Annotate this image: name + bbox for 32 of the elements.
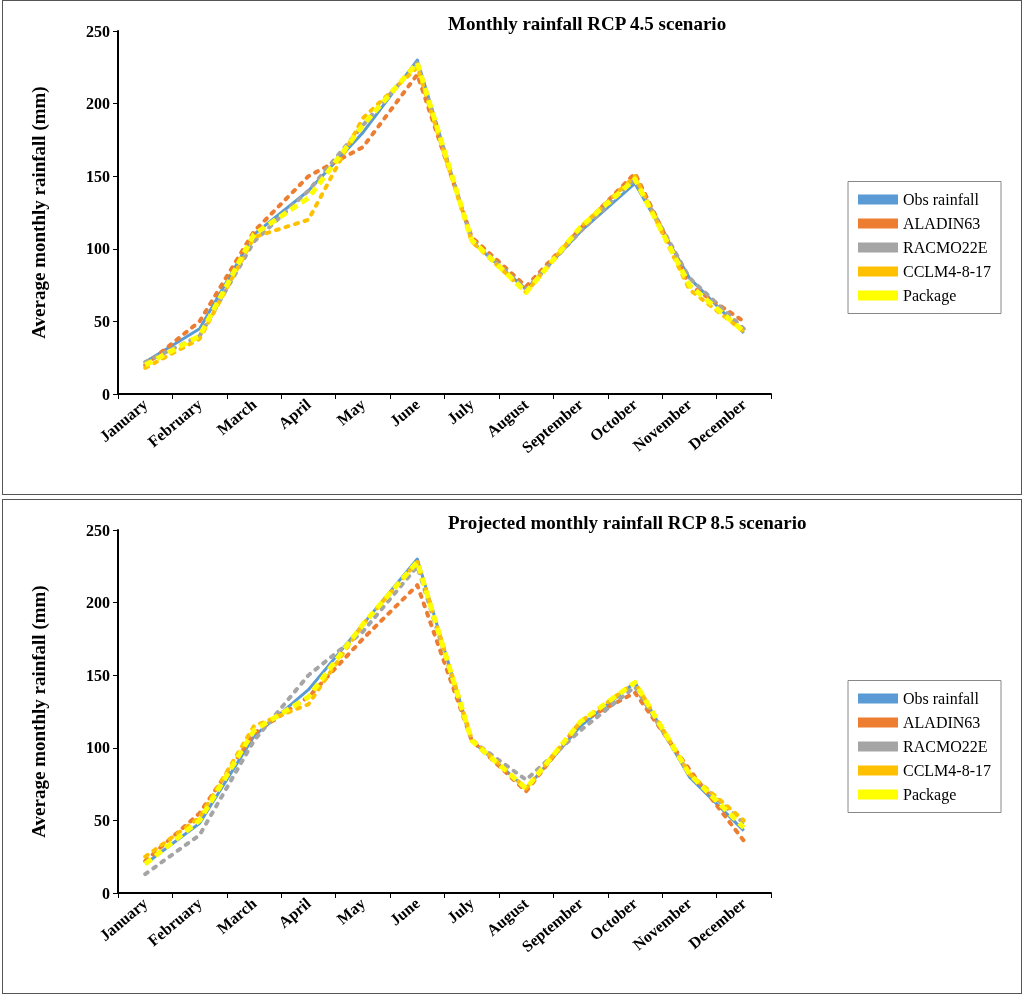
y-tick-label: 50 xyxy=(94,811,110,829)
y-tick-label: 150 xyxy=(86,167,110,185)
y-tick-label: 150 xyxy=(86,666,110,684)
y-tick-label: 250 xyxy=(86,22,110,40)
legend-label: CCLM4-8-17 xyxy=(903,762,991,779)
y-axis-title: Average monthly rainfall (mm) xyxy=(28,86,50,339)
y-axis-title: Average monthly rainfall (mm) xyxy=(28,585,50,838)
legend-label: ALADIN63 xyxy=(903,714,981,731)
x-tick-label: May xyxy=(333,395,369,430)
chart-title: Monthly rainfall RCP 4.5 scenario xyxy=(448,13,727,34)
x-tick-label: May xyxy=(333,894,369,929)
legend-label: RACMO22E xyxy=(903,738,988,755)
y-tick-label: 200 xyxy=(86,594,110,612)
legend-label: Package xyxy=(903,287,957,305)
legend-label: RACMO22E xyxy=(903,239,988,256)
y-tick-label: 250 xyxy=(86,521,110,539)
legend-label: Obs rainfall xyxy=(903,191,980,208)
y-tick-label: 100 xyxy=(86,240,110,258)
x-tick-label: July xyxy=(443,894,478,928)
y-tick-label: 50 xyxy=(94,312,110,330)
legend-label: Package xyxy=(903,786,957,804)
legend-label: ALADIN63 xyxy=(903,215,981,232)
y-tick-label: 0 xyxy=(102,385,110,403)
chart-title: Projected monthly rainfall RCP 8.5 scenario xyxy=(448,512,807,533)
legend-label: CCLM4-8-17 xyxy=(903,263,991,280)
y-tick-label: 0 xyxy=(102,884,110,902)
x-tick-label: July xyxy=(443,395,478,429)
y-tick-label: 100 xyxy=(86,739,110,757)
x-tick-label: June xyxy=(386,395,423,430)
legend-label: Obs rainfall xyxy=(903,690,980,707)
x-tick-label: June xyxy=(386,894,423,929)
y-tick-label: 200 xyxy=(86,95,110,113)
